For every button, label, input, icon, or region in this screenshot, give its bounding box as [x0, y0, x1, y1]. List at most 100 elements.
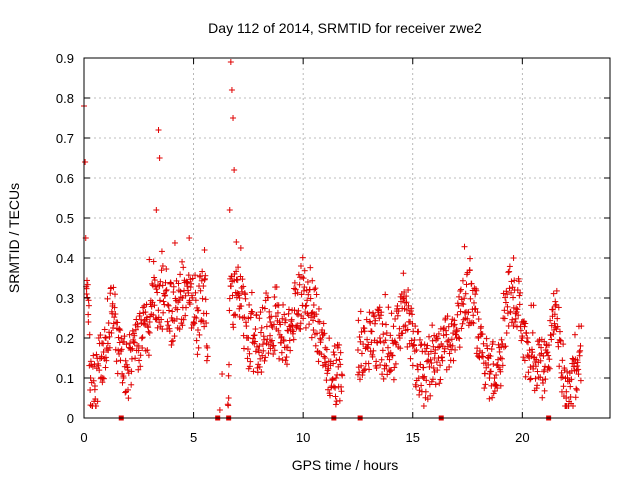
data-point [334, 371, 341, 378]
data-point [508, 278, 515, 285]
data-point [113, 358, 120, 365]
x-tick-label: 15 [406, 430, 420, 445]
data-point [291, 307, 298, 314]
data-point [145, 352, 152, 359]
data-point [83, 291, 90, 297]
x-tick-label: 20 [515, 430, 529, 445]
data-point [228, 87, 235, 93]
data-point [131, 332, 138, 339]
data-point [312, 285, 319, 292]
data-point [198, 317, 205, 324]
data-point [283, 361, 290, 368]
data-point [202, 272, 209, 279]
data-point [129, 345, 136, 352]
data-point [128, 368, 135, 375]
data-point [137, 352, 144, 359]
data-point [195, 344, 202, 351]
data-point [469, 319, 476, 326]
data-point [547, 317, 554, 324]
data-point [162, 292, 169, 299]
data-point [237, 244, 244, 251]
data-point [203, 320, 210, 327]
data-point [277, 321, 284, 328]
data-point [384, 344, 391, 351]
data-point [239, 314, 246, 321]
data-point [158, 248, 165, 255]
data-point [514, 306, 521, 313]
data-point [95, 334, 102, 341]
data-point [321, 330, 328, 337]
data-point [363, 316, 370, 323]
data-point [180, 264, 187, 271]
data-point [241, 314, 248, 321]
data-point [158, 267, 165, 274]
data-point [151, 274, 158, 281]
data-points [81, 59, 585, 413]
data-point [415, 375, 422, 382]
data-point [188, 324, 195, 331]
data-point [508, 289, 515, 296]
data-point [376, 304, 383, 311]
data-point [537, 357, 544, 364]
data-point [429, 337, 436, 344]
data-point [310, 327, 317, 334]
data-point [154, 289, 161, 296]
data-point [458, 325, 465, 332]
plot-frame [83, 57, 611, 419]
data-point [118, 335, 125, 342]
data-point [128, 381, 135, 388]
data-point [140, 320, 147, 327]
data-point [392, 360, 399, 367]
data-point [409, 362, 416, 369]
data-point [84, 281, 91, 288]
data-point [251, 332, 258, 339]
y-axis-label: SRMTID / TECUs [6, 183, 22, 293]
data-point [422, 388, 429, 395]
data-point [279, 315, 286, 322]
data-point [176, 326, 183, 333]
data-point [459, 320, 466, 327]
data-point [294, 322, 301, 329]
data-point [153, 286, 160, 293]
data-point [151, 302, 158, 309]
data-point [194, 327, 201, 333]
data-point [502, 343, 509, 350]
data-point [457, 288, 464, 295]
data-point [142, 309, 149, 316]
data-point [144, 347, 151, 354]
data-point [271, 347, 278, 354]
data-point [165, 322, 172, 329]
data-point [548, 336, 555, 343]
data-point [271, 294, 278, 301]
data-point [252, 338, 259, 345]
data-point [404, 343, 411, 350]
data-point [464, 315, 471, 322]
data-point [225, 395, 232, 401]
data-point [430, 343, 437, 350]
data-point [319, 326, 326, 333]
data-point [491, 375, 498, 382]
data-point [573, 385, 580, 392]
data-point [116, 325, 123, 332]
data-point [203, 357, 210, 364]
data-point [290, 328, 297, 335]
data-point [473, 287, 480, 294]
data-point [445, 323, 452, 330]
data-point [456, 335, 463, 342]
data-point [330, 360, 337, 367]
data-point [387, 332, 394, 339]
data-point [390, 323, 397, 330]
data-point [219, 371, 226, 377]
data-point [185, 272, 192, 279]
data-point [542, 376, 549, 383]
data-point [100, 349, 107, 356]
data-point [506, 263, 513, 270]
y-tick-label: 0.5 [56, 211, 74, 226]
data-point [380, 375, 387, 382]
data-point [323, 346, 330, 353]
data-point [543, 349, 550, 356]
data-point [567, 383, 574, 390]
data-point [422, 348, 429, 355]
data-point [525, 339, 532, 346]
data-point [231, 167, 238, 173]
